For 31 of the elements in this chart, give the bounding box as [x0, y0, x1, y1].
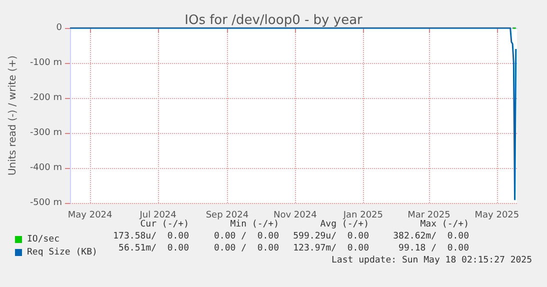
text: Cur (-/+)	[140, 220, 190, 230]
text: Min (-/+)	[230, 220, 280, 230]
x-tick-label: Jul 2024	[138, 210, 177, 220]
text: 99.18 / 0.00	[398, 244, 470, 254]
text: 0.00 / 0.00	[214, 244, 280, 254]
x-tick-label: Mar 2025	[408, 210, 450, 220]
y-tick-label: -500 m	[30, 198, 62, 208]
chart-title: IOs for /dev/loop0 - by year	[184, 13, 364, 28]
text: Last update: Sun May 18 02:15:27 2025	[332, 256, 532, 266]
line-series	[69, 27, 517, 200]
y-axis-title: Units read (-) / write (+)	[8, 55, 18, 176]
text: 0.00 / 0.00	[214, 232, 280, 242]
text: 173.58u/ 0.00	[113, 232, 189, 242]
text: 382.62m/ 0.00	[393, 232, 469, 242]
text: 599.29u/ 0.00	[293, 232, 369, 242]
x-tick-label: Jan 2025	[342, 210, 383, 220]
y-tick-label: -300 m	[30, 128, 62, 138]
y-tick-label: -400 m	[30, 163, 62, 173]
text: 123.97m/ 0.00	[293, 244, 369, 254]
x-tick-label: May 2024	[68, 210, 113, 220]
x-tick-label: Nov 2024	[274, 210, 318, 220]
y-tick-label: 0	[56, 23, 62, 33]
y-tick-label: -200 m	[30, 93, 62, 103]
legend-label: Req Size (KB)	[27, 248, 98, 258]
text: Avg (-/+)	[320, 220, 370, 230]
text: Max (-/+)	[420, 220, 470, 230]
legend-label: IO/sec	[27, 234, 60, 244]
x-tick-label: May 2025	[474, 210, 520, 220]
x-tick-label: Sep 2024	[206, 210, 249, 220]
y-tick-label: -100 m	[30, 58, 62, 68]
text: 56.51m/ 0.00	[118, 244, 190, 254]
